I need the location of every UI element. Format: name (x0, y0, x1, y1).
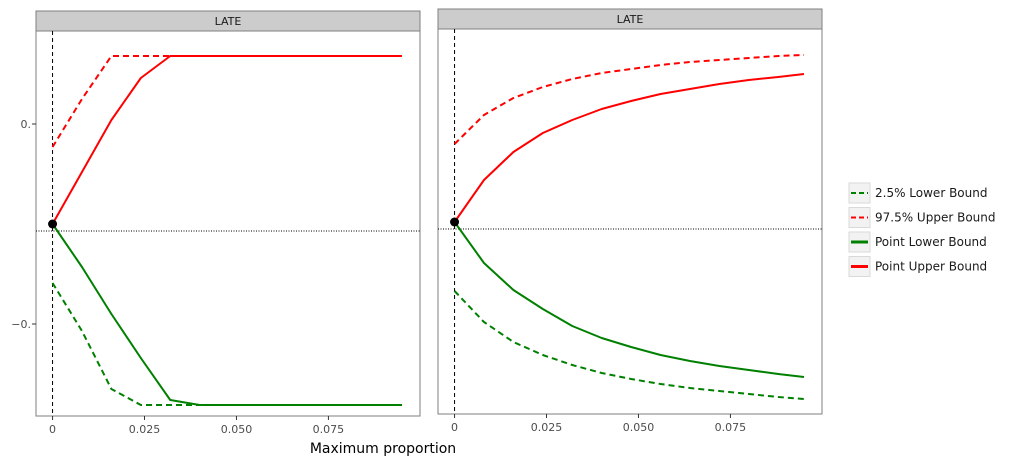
legend-label: 97.5% Upper Bound (875, 211, 996, 225)
facet-panel-2: LATE 0 0.025 0.050 0.075 (437, 8, 823, 434)
x-tick-label: 0.025 (129, 423, 161, 436)
facet-panel-1: LATE 0 0.025 0.050 0.075 0. −0. (11, 10, 421, 436)
series-point-upper-bound (453, 73, 805, 223)
series-97-5-upper-bound (453, 54, 805, 145)
x-axis-title: Maximum proportion (310, 441, 456, 457)
x-tick-label: 0.075 (313, 423, 345, 436)
series-point-upper-bound (51, 55, 402, 225)
legend-label: 2.5% Lower Bound (875, 186, 987, 200)
series-point-lower-bound (453, 221, 805, 378)
x-tick-label: 0.050 (221, 423, 253, 436)
plot-area (35, 30, 421, 417)
series-2-5-lower-bound (51, 282, 402, 406)
legend-label: Point Upper Bound (875, 260, 987, 274)
plot-area (437, 28, 823, 415)
x-tick-label: 0.025 (531, 421, 563, 434)
facet-strip-label: LATE (215, 15, 242, 28)
x-tick-label: 0 (451, 421, 458, 434)
y-tick-label: 0. (21, 118, 32, 131)
series-2-5-lower-bound (453, 290, 805, 400)
facet-strip-label: LATE (617, 13, 644, 26)
x-tick-label: 0.050 (623, 421, 655, 434)
point-estimate (450, 217, 460, 227)
legend: 2.5% Lower Bound 97.5% Upper Bound Point L… (848, 182, 996, 277)
x-tick-label: 0.075 (715, 421, 747, 434)
legend-label: Point Lower Bound (875, 235, 987, 249)
x-tick-label: 0 (49, 423, 56, 436)
y-tick-label: −0. (11, 318, 31, 331)
point-estimate (48, 219, 58, 229)
